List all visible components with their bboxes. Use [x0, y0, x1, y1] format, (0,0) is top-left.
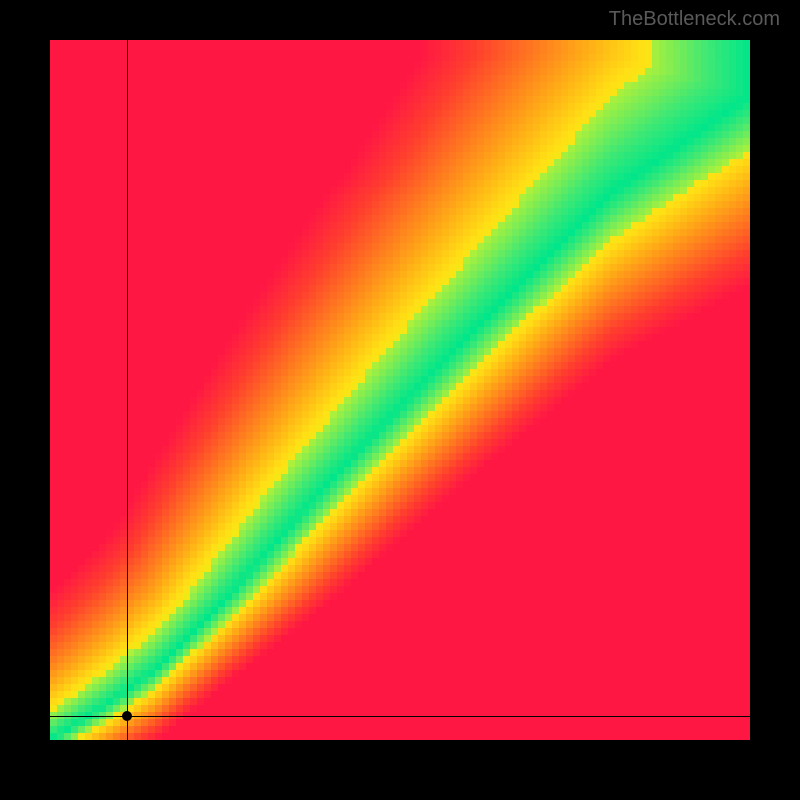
bottleneck-heatmap: [50, 40, 750, 740]
crosshair-vertical: [127, 40, 128, 740]
crosshair-horizontal: [50, 716, 750, 717]
watermark-text: TheBottleneck.com: [609, 8, 780, 31]
crosshair-marker-dot: [122, 711, 132, 721]
heatmap-canvas: [50, 40, 750, 740]
